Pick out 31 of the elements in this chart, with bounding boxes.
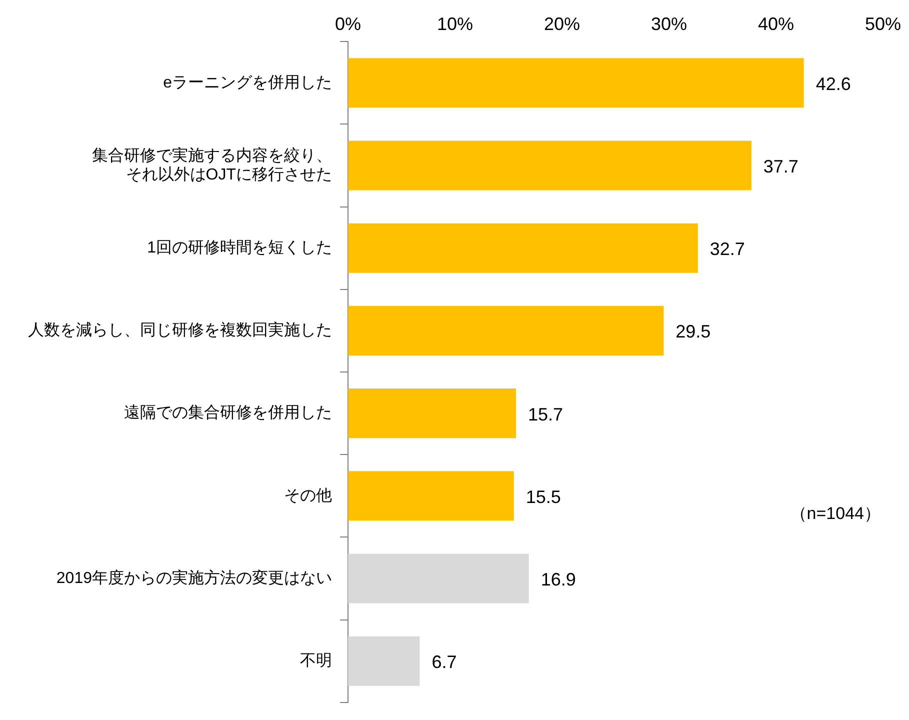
x-tick-label: 40% bbox=[758, 14, 794, 34]
data-label: 16.9 bbox=[540, 569, 576, 590]
bar bbox=[348, 636, 420, 686]
data-label: 29.5 bbox=[676, 322, 711, 342]
x-tick-label: 20% bbox=[544, 14, 580, 34]
x-tick-label: 30% bbox=[650, 14, 688, 34]
x-tick-label: 10% bbox=[436, 14, 474, 34]
data-label: 37.7 bbox=[763, 156, 798, 176]
bar bbox=[348, 471, 514, 521]
x-tick-label: 50% bbox=[864, 14, 902, 34]
bar bbox=[348, 140, 752, 190]
y-tick-label: 1回の研修時間を短くした bbox=[147, 238, 332, 257]
y-tick-label: 集合研修で実施する内容を絞り、それ以外はOJTに移行させた bbox=[92, 146, 332, 184]
bar bbox=[348, 554, 529, 604]
y-tick-label: 不明 bbox=[300, 652, 332, 670]
data-label: 42.6 bbox=[816, 74, 851, 94]
data-label: 15.7 bbox=[528, 404, 564, 424]
annotation: （n=1044） bbox=[790, 504, 881, 523]
y-tick-label: 人数を減らし、同じ研修を複数回実施した bbox=[28, 321, 332, 340]
y-tick-label: eラーニングを併用した bbox=[163, 74, 332, 92]
bar bbox=[348, 223, 698, 273]
bar bbox=[348, 388, 516, 438]
data-label: 15.5 bbox=[526, 486, 561, 507]
data-label: 32.7 bbox=[710, 239, 745, 260]
x-tick-label: 0% bbox=[334, 14, 362, 34]
y-tick-label: 2019年度からの実施方法の変更はない bbox=[56, 568, 332, 587]
data-label: 6.7 bbox=[432, 652, 457, 672]
y-tick-label: その他 bbox=[284, 487, 332, 504]
bar bbox=[348, 306, 664, 356]
y-tick-label: 遠隔での集合研修を併用した bbox=[124, 404, 332, 422]
bar bbox=[348, 58, 804, 108]
